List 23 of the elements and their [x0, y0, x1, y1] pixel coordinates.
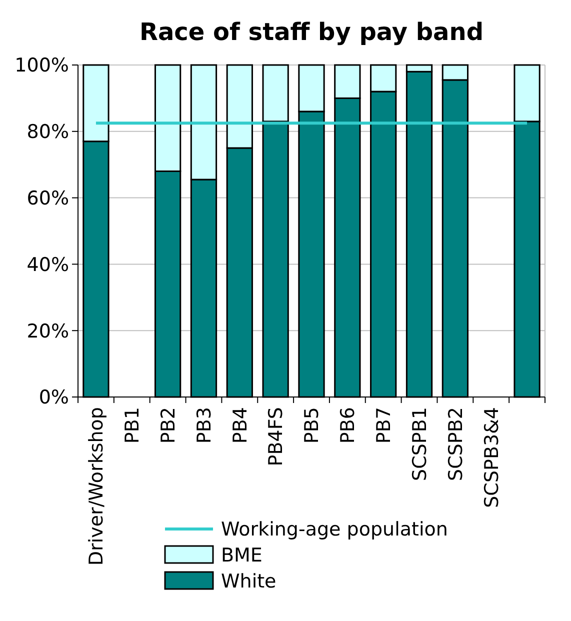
x-tick-label: SCSPB2: [444, 407, 467, 481]
y-tick-label: 0%: [38, 386, 69, 409]
x-tick-label: PB4: [229, 407, 252, 444]
x-tick-label: PB2: [157, 407, 180, 444]
chart-title: Race of staff by pay band: [139, 18, 484, 46]
y-tick-label: 20%: [26, 320, 69, 342]
bar: [262, 64, 289, 122]
x-tick-label: PB6: [337, 407, 360, 444]
x-tick-label: PB4FS: [265, 407, 288, 466]
x-tick-label: PB3: [193, 407, 216, 444]
x-tick-label: PB1: [122, 407, 144, 444]
y-tick-label: 80%: [26, 121, 69, 144]
y-tick-label: 40%: [26, 254, 69, 276]
x-tick-label: PB7: [372, 407, 395, 444]
legend-label: BME: [221, 544, 262, 567]
x-tick-label: SCSPB3&4: [480, 407, 503, 508]
y-tick-label: 100%: [14, 54, 69, 77]
x-tick-label: SCSPB1: [408, 407, 431, 481]
x-tick-label: PB5: [301, 407, 324, 444]
y-tick-label: 60%: [26, 187, 69, 210]
legend-label: White: [221, 570, 276, 593]
x-tick-label: Driver/Workshop: [86, 407, 108, 566]
legend-label: Working-age population: [221, 518, 448, 541]
